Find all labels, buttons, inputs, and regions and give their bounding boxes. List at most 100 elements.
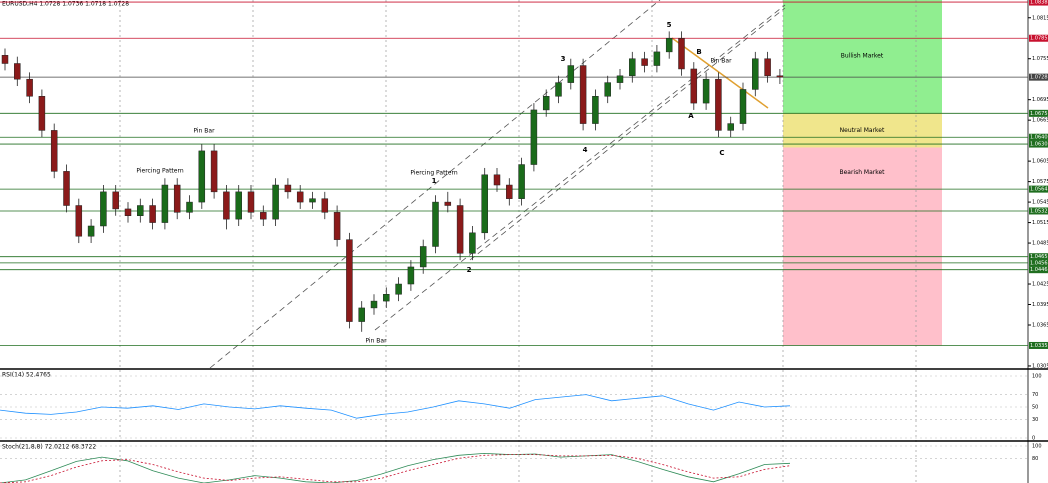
candle-body [198,150,206,203]
candle-body [702,78,710,104]
y-tick-label: 30 [1032,417,1038,423]
zone [783,0,942,114]
y-tick-label: 1.0485 [1032,241,1048,247]
candle-body [63,171,70,206]
candle-body [690,68,698,104]
candle-body [469,232,476,254]
candle-body [124,208,132,216]
level-tag [1029,259,1048,267]
candle-body [752,58,759,90]
annotation: 4 [583,146,588,154]
candle-body [87,225,95,237]
annotation: Piercing Pattern [410,170,457,177]
candle-body [506,184,513,199]
indicator-line [0,394,791,419]
candle-body [444,201,452,206]
chart-title: EURUSD,H4 1.0728 1.0736 1.0718 1.0728 [2,1,129,8]
annotation: 3 [561,55,566,63]
candle-body [407,266,415,285]
annotation: Pin Bar [193,128,215,135]
candle-body [764,58,771,77]
indicator-line [0,454,791,483]
candle-body [235,191,242,220]
annotation: Piercing Pattern [136,168,183,175]
level-label: 1.0640 [1030,135,1048,141]
candle-body [100,191,107,227]
candle-body [223,191,230,220]
candle-body [493,174,501,186]
level-tag [1029,34,1048,42]
y-tick-label: 1.0425 [1032,282,1048,288]
level-tag [1029,185,1048,193]
candle-body [518,164,525,199]
y-tick-label: 1.0815 [1032,15,1048,21]
candle-body [665,37,673,53]
y-tick-label: 1.0695 [1032,97,1048,103]
candle-body [137,205,144,216]
y-tick-label: 1.0665 [1032,118,1048,124]
candle-body [26,78,33,97]
candle-body [776,75,784,78]
candle-body [629,58,636,77]
candle-body [75,205,83,237]
candle-body [210,150,218,193]
candle-body [641,58,648,66]
candle-body [50,130,58,172]
candle-body [346,239,353,322]
candle-body [296,191,304,203]
level-label: 1.0456 [1030,260,1048,266]
candle-body [383,294,390,302]
annotation: Pin Bar [710,58,732,65]
candle-body [739,89,747,124]
y-tick-label: 70 [1032,392,1038,398]
candle-body [727,123,734,131]
candle-body [653,51,661,66]
annotation: B [696,48,701,56]
level-label: 1.0838 [1030,0,1048,6]
annotation: 1 [432,177,437,185]
annotation: C [719,149,724,157]
candle-body [333,212,341,240]
y-tick-label: 1.0755 [1032,56,1048,62]
candle-body [678,37,685,70]
candle-body [370,300,378,309]
annotation: 2 [467,266,472,274]
level-tag [1029,0,1048,6]
candle-body [530,109,538,165]
candle-body [592,96,599,124]
rsi-title: RSI(14) 52.4765 [2,372,51,379]
candle-body [481,174,488,234]
y-tick-label: 1.0305 [1032,363,1048,369]
stoch-title: Stoch(21,8,8) 72.0212 68.3722 [2,444,96,451]
candle-body [1,55,9,64]
candle-body [247,191,255,213]
candle-body [186,201,193,213]
candle-body [309,198,316,203]
candle-body [432,201,439,247]
vertical-grid [119,0,917,483]
candle-body [284,184,292,193]
y-tick-label: 50 [1032,405,1038,411]
y-tick-label: 1.0395 [1032,302,1048,308]
y-tick-label: 1.0575 [1032,179,1048,185]
candle-body [14,63,21,80]
y-tick-label: 0 [1032,436,1035,442]
level-tag [1029,207,1048,215]
level-label: 1.0728 [1030,75,1048,81]
level-label: 1.0335 [1030,343,1048,349]
level-label: 1.0465 [1030,254,1048,260]
candle-body [604,82,611,97]
y-tick-label: 100 [1032,374,1042,380]
candle-body [616,75,624,83]
indicator-line [0,452,791,483]
channel-lines [209,0,786,369]
level-label: 1.0446 [1030,267,1048,273]
level-label: 1.0532 [1030,208,1048,214]
candle-body [567,65,575,83]
zone [783,147,942,346]
candle-body [260,212,267,220]
level-tag [1029,341,1048,349]
y-tick-label: 1.0605 [1032,159,1048,165]
level-tag [1029,133,1048,141]
